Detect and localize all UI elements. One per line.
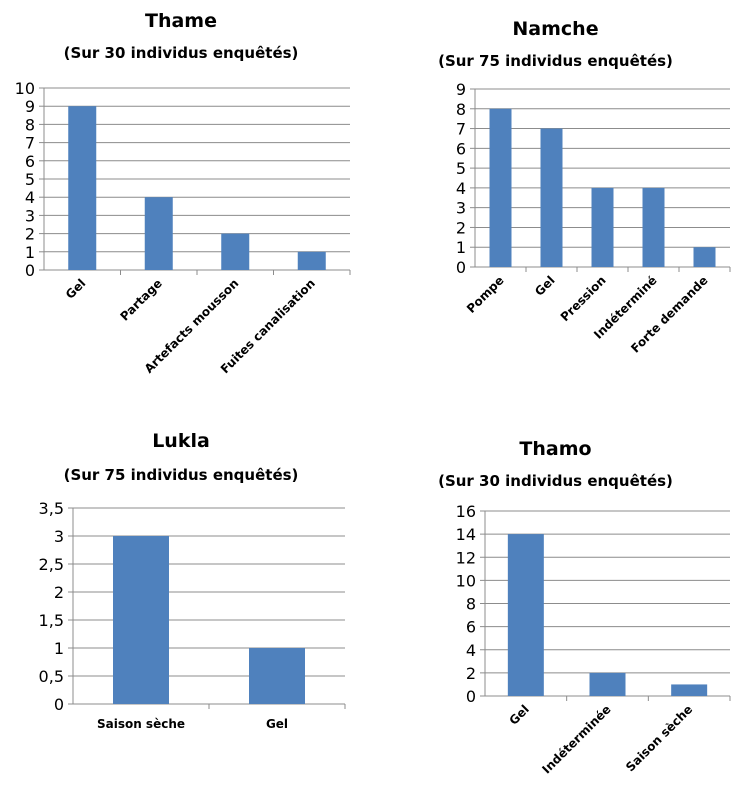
y-tick-label: 6 xyxy=(25,152,35,171)
y-tick-label: 6 xyxy=(456,139,466,158)
y-tick-label: 16 xyxy=(456,502,476,521)
x-tick-label: Gel xyxy=(63,276,89,302)
x-tick-label: Saison sèche xyxy=(97,717,185,731)
y-tick-label: 1,5 xyxy=(39,611,64,630)
chart-thamo: Thamo (Sur 30 individus enquêtés) 0 2 4 6 8 1… xyxy=(370,400,741,792)
y-tick-label: 1 xyxy=(54,639,64,658)
x-tick-label: Saison sèche xyxy=(623,702,695,774)
bar xyxy=(489,108,512,268)
bar xyxy=(144,197,173,270)
chart-title: Lukla xyxy=(152,430,210,452)
y-tick-label: 8 xyxy=(466,595,476,614)
y-tick-label: 2 xyxy=(466,664,476,683)
chart-subtitle: (Sur 75 individus enquêtés) xyxy=(63,466,299,484)
x-tick-label: Gel xyxy=(506,702,532,728)
chart-plot: 0 0,5 1 1,5 2 2,5 3 3,5 Saison sèche Gel xyxy=(39,499,346,731)
y-tick-label: 3 xyxy=(25,206,35,225)
x-tick-label: Indéterminée xyxy=(539,702,613,776)
y-tick-label: 0 xyxy=(456,258,466,277)
y-tick-label: 10 xyxy=(456,571,476,590)
y-tick-label: 9 xyxy=(456,80,466,99)
chart-title: Thamo xyxy=(519,438,592,460)
x-tick-label: Pression xyxy=(558,273,609,324)
chart-plot: 0 2 4 6 8 10 12 14 16 Gel Indéterminée Saison sèche xyxy=(456,502,731,776)
y-tick-label: 5 xyxy=(456,159,466,178)
y-tick-label: 14 xyxy=(456,525,476,544)
y-tick-label: 0 xyxy=(54,695,64,714)
chart-subtitle: (Sur 30 individus enquêtés) xyxy=(438,472,673,490)
y-tick-label: 8 xyxy=(25,115,35,134)
y-tick-label: 3,5 xyxy=(39,499,64,518)
y-tick-label: 0,5 xyxy=(39,667,64,686)
bar xyxy=(68,106,97,270)
x-tick-label: Gel xyxy=(532,273,558,299)
y-tick-label: 8 xyxy=(456,100,466,119)
y-tick-label: 5 xyxy=(25,170,35,189)
bar xyxy=(507,534,544,696)
bar xyxy=(671,684,708,696)
x-tick-label: Gel xyxy=(266,717,288,731)
chart-subtitle: (Sur 75 individus enquêtés) xyxy=(438,52,673,70)
bar xyxy=(642,187,665,267)
bar xyxy=(540,128,563,267)
y-tick-label: 7 xyxy=(25,134,35,153)
bar xyxy=(589,672,626,696)
y-tick-label: 3 xyxy=(54,527,64,546)
y-tick-label: 4 xyxy=(25,188,35,207)
y-tick-label: 6 xyxy=(466,618,476,637)
y-tick-label: 7 xyxy=(456,120,466,139)
bar xyxy=(297,251,326,270)
y-tick-label: 2 xyxy=(54,583,64,602)
bar xyxy=(221,233,250,270)
y-tick-label: 9 xyxy=(25,97,35,116)
bar xyxy=(249,648,305,704)
y-tick-label: 1 xyxy=(25,243,35,262)
bar xyxy=(113,536,169,704)
chart-subtitle: (Sur 30 individus enquêtés) xyxy=(63,44,299,62)
y-tick-label: 10 xyxy=(15,79,35,98)
y-tick-label: 4 xyxy=(456,179,466,198)
y-tick-label: 3 xyxy=(456,199,466,218)
chart-title: Thame xyxy=(145,10,217,32)
y-tick-label: 12 xyxy=(456,548,476,567)
y-tick-label: 0 xyxy=(466,687,476,706)
x-tick-label: Partage xyxy=(117,276,164,323)
y-tick-label: 0 xyxy=(25,261,35,280)
y-tick-label: 4 xyxy=(466,641,476,660)
y-tick-label: 2,5 xyxy=(39,555,64,574)
x-tick-label: Pompe xyxy=(464,273,507,316)
y-tick-label: 1 xyxy=(456,238,466,257)
bar xyxy=(591,187,614,267)
chart-title: Namche xyxy=(512,18,599,40)
bar xyxy=(693,247,716,267)
y-tick-label: 2 xyxy=(25,225,35,244)
y-tick-label: 2 xyxy=(456,218,466,237)
chart-lukla: Lukla (Sur 75 individus enquêtés) 0 0,5 1 1… xyxy=(0,400,370,792)
